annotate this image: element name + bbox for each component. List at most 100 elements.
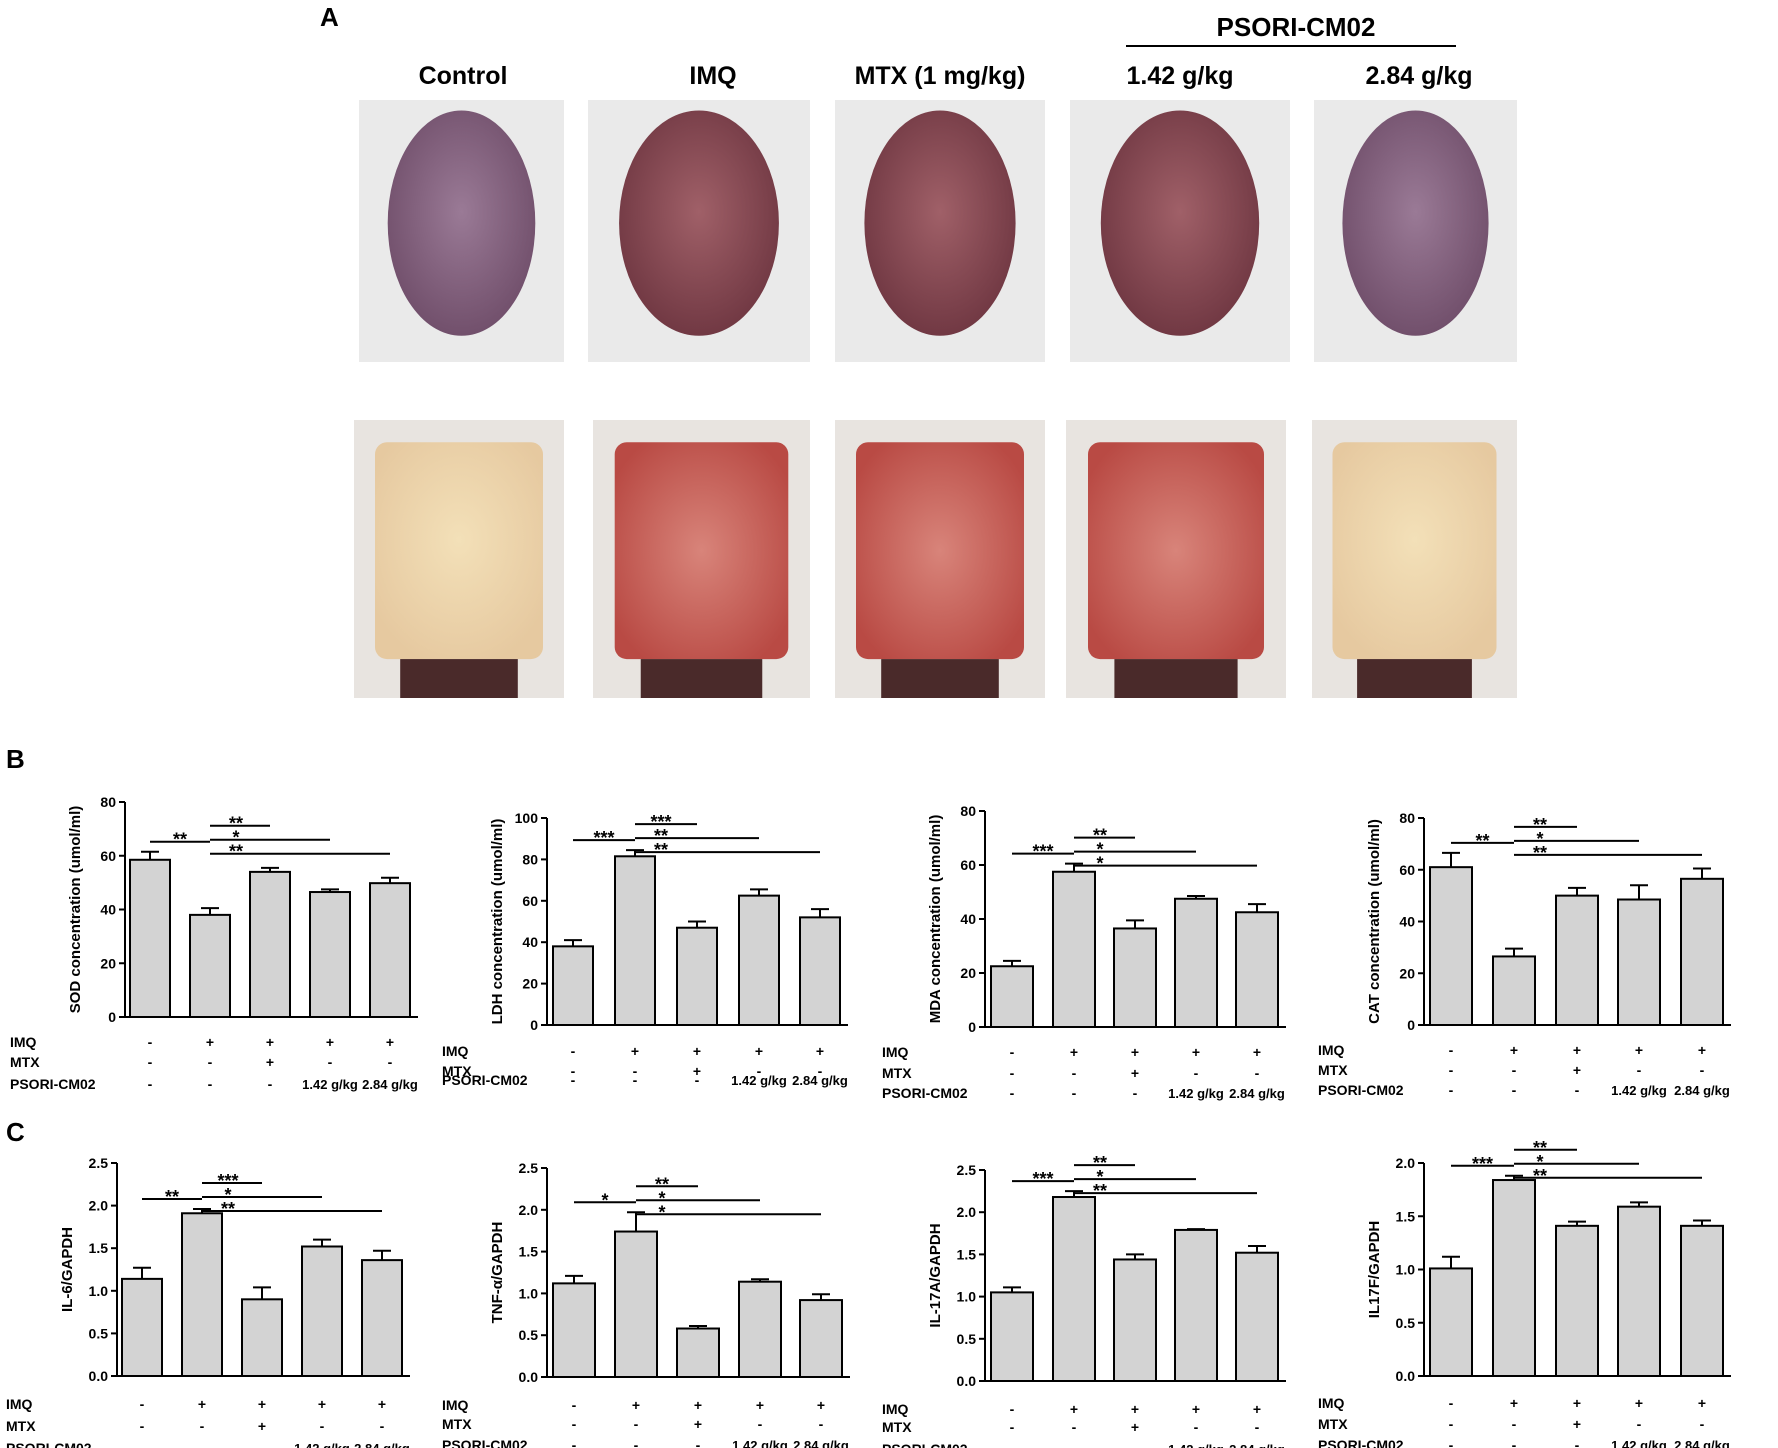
treatment-cell: - bbox=[1449, 1395, 1454, 1411]
treatment-cell: - bbox=[634, 1416, 639, 1432]
bar bbox=[1052, 1196, 1096, 1383]
treatment-cell: 2.84 g/kg bbox=[1674, 1083, 1730, 1098]
treatment-cell: - bbox=[1133, 1441, 1138, 1448]
treatment-row-label: IMQ bbox=[1318, 1042, 1345, 1058]
treatment-cell: - bbox=[571, 1072, 576, 1088]
bar bbox=[1174, 897, 1218, 1028]
significance-label: * bbox=[1096, 840, 1103, 860]
significance-label: * bbox=[658, 1188, 665, 1208]
photo-skin-inner-3 bbox=[835, 420, 1045, 698]
treatment-row-label: PSORI-CM02 bbox=[442, 1437, 528, 1448]
treatment-cell: - bbox=[1512, 1082, 1517, 1098]
bar bbox=[1680, 1224, 1724, 1377]
significance-label: ** bbox=[221, 1199, 235, 1219]
panel-a-label: A bbox=[320, 2, 339, 32]
treatment-cell: 2.84 g/kg bbox=[362, 1077, 418, 1092]
bar bbox=[1429, 1267, 1473, 1378]
treatment-cell: + bbox=[1573, 1062, 1581, 1078]
treatment-row-label: IMQ bbox=[882, 1044, 909, 1060]
treatment-cell: + bbox=[1635, 1042, 1643, 1058]
treatment-cell: + bbox=[1635, 1395, 1643, 1411]
treatment-cell: + bbox=[326, 1034, 334, 1050]
treatment-cell: - bbox=[696, 1437, 701, 1448]
y-axis-label: IL-6/GAPDH bbox=[59, 1227, 76, 1312]
treatment-cell: + bbox=[198, 1396, 206, 1412]
treatment-cell: + bbox=[1698, 1042, 1706, 1058]
photo-mouse-back-3 bbox=[835, 100, 1045, 362]
treatment-cell: - bbox=[1449, 1416, 1454, 1432]
bar bbox=[676, 926, 718, 1027]
y-axis-label: TNF-α/GAPDH bbox=[489, 1222, 506, 1324]
y-tick-label: 0.5 bbox=[1396, 1315, 1416, 1331]
treatment-cell: - bbox=[148, 1034, 153, 1050]
significance-label: ** bbox=[1093, 826, 1107, 846]
significance-label: * bbox=[224, 1185, 231, 1205]
significance-label: ** bbox=[229, 814, 243, 834]
photo-skin-inner-1 bbox=[354, 420, 564, 698]
treatment-cell: - bbox=[695, 1072, 700, 1088]
treatment-cell: 2.84 g/kg bbox=[1229, 1086, 1285, 1101]
significance-label: * bbox=[658, 1202, 665, 1222]
bar bbox=[1235, 911, 1279, 1028]
treatment-cell: + bbox=[1573, 1042, 1581, 1058]
treatment-cell: + bbox=[632, 1397, 640, 1413]
treatment-cell: 1.42 g/kg bbox=[731, 1073, 787, 1088]
treatment-cell: + bbox=[817, 1397, 825, 1413]
treatment-cell: + bbox=[1253, 1401, 1261, 1417]
treatment-cell: - bbox=[1575, 1082, 1580, 1098]
photo-column-header: Control bbox=[419, 62, 508, 90]
treatment-cell: - bbox=[268, 1076, 273, 1092]
bar bbox=[1492, 955, 1536, 1027]
treatment-row-label: MTX bbox=[1318, 1416, 1348, 1432]
treatment-row-label: IMQ bbox=[1318, 1395, 1345, 1411]
y-tick-label: 0 bbox=[108, 1009, 116, 1025]
bar bbox=[301, 1245, 343, 1377]
treatment-cell: - bbox=[1700, 1062, 1705, 1078]
y-tick-label: 1.5 bbox=[519, 1244, 539, 1260]
treatment-row-label: IMQ bbox=[6, 1396, 33, 1412]
treatment-cell: 2.84 g/kg bbox=[792, 1073, 848, 1088]
y-tick-label: 1.0 bbox=[89, 1283, 109, 1299]
y-tick-label: 60 bbox=[100, 848, 116, 864]
y-tick-label: 2.5 bbox=[89, 1155, 109, 1171]
bar bbox=[614, 855, 656, 1026]
treatment-row-label: MTX bbox=[6, 1418, 36, 1434]
significance-label: ** bbox=[654, 840, 668, 860]
significance-label: ** bbox=[1533, 1166, 1547, 1186]
significance-label: ** bbox=[1533, 843, 1547, 863]
treatment-row-label: PSORI-CM02 bbox=[1318, 1437, 1404, 1448]
significance-label: * bbox=[232, 828, 239, 848]
treatment-cell: - bbox=[758, 1416, 763, 1432]
bar bbox=[249, 870, 291, 1018]
photo-column-headers: Control IMQ MTX (1 mg/kg) 1.42 g/kg 2.84 g/k… bbox=[419, 62, 1473, 90]
y-tick-label: 20 bbox=[1399, 965, 1415, 981]
bar bbox=[799, 1299, 843, 1379]
y-tick-label: 80 bbox=[1399, 810, 1415, 826]
y-tick-label: 2.0 bbox=[519, 1202, 539, 1218]
treatment-cell: + bbox=[693, 1043, 701, 1059]
significance-label: ** bbox=[229, 842, 243, 862]
treatment-cell: + bbox=[1510, 1395, 1518, 1411]
treatment-cell: 2.84 g/kg bbox=[793, 1438, 849, 1448]
significance-label: ** bbox=[165, 1187, 179, 1207]
treatment-cell: 1.42 g/kg bbox=[1168, 1086, 1224, 1101]
bar bbox=[1113, 1258, 1157, 1382]
treatment-cell: - bbox=[1449, 1062, 1454, 1078]
y-tick-label: 0 bbox=[968, 1019, 976, 1035]
y-tick-label: 0.5 bbox=[957, 1331, 977, 1347]
treatment-cell: + bbox=[386, 1034, 394, 1050]
significance-label: * bbox=[1096, 1167, 1103, 1187]
significance-label: *** bbox=[593, 828, 614, 848]
significance-label: * bbox=[1536, 829, 1543, 849]
treatment-row-label: PSORI-CM02 bbox=[1318, 1082, 1404, 1098]
y-tick-label: 0 bbox=[1407, 1017, 1415, 1033]
y-tick-label: 1.0 bbox=[519, 1285, 539, 1301]
treatment-cell: - bbox=[260, 1440, 265, 1448]
treatment-cell: + bbox=[1253, 1044, 1261, 1060]
bar bbox=[241, 1298, 283, 1377]
treatment-cell: - bbox=[818, 1063, 823, 1079]
treatment-cell: - bbox=[1449, 1082, 1454, 1098]
